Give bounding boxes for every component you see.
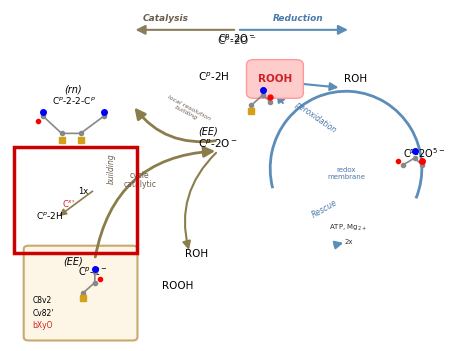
Text: local resolution
building: local resolution building [164,94,211,127]
Text: C$^p$-2$^-$: C$^p$-2$^-$ [78,266,107,278]
Text: Rescue: Rescue [310,198,339,220]
Text: ROOH: ROOH [258,74,292,84]
Text: 1x: 1x [78,187,88,196]
Text: peroxidation: peroxidation [293,100,337,135]
Text: building: building [107,153,116,184]
Text: ROH: ROH [185,250,208,259]
Text: (EE): (EE) [64,257,83,266]
Text: C$^p$-2-2-C$^p$: C$^p$-2-2-C$^p$ [52,94,95,106]
Text: ROOH: ROOH [162,281,193,291]
FancyBboxPatch shape [24,246,137,340]
Text: cycle: cycle [130,171,150,180]
Text: ATP, Mg$_{2+}$: ATP, Mg$_{2+}$ [329,223,367,233]
Text: bXyO: bXyO [32,321,53,330]
Text: C$^p$-2O$^-$: C$^p$-2O$^-$ [198,138,238,150]
Text: (EE): (EE) [199,127,219,137]
Text: Cv82': Cv82' [32,309,54,318]
Text: (rn): (rn) [64,85,82,94]
Text: C$^p$-2H: C$^p$-2H [36,210,64,221]
Text: Catalysis: Catalysis [143,14,189,23]
Text: ROH: ROH [344,74,367,84]
Text: C$^x$': C$^x$' [62,198,75,209]
Text: C$^p$-2H: C$^p$-2H [198,71,229,84]
Text: redox
membrane: redox membrane [327,167,365,180]
Text: catalytic: catalytic [123,180,156,189]
Bar [14,147,137,253]
Text: C8v2: C8v2 [32,296,52,305]
Text: C$^p$-2O$^-$: C$^p$-2O$^-$ [217,35,257,47]
Text: C$^p$-2O$^5$$^-$: C$^p$-2O$^5$$^-$ [403,146,445,160]
Text: 2x: 2x [344,239,353,245]
FancyBboxPatch shape [246,60,303,98]
Text: Reduction: Reduction [273,14,324,23]
Text: C$^p$-2O$^-$: C$^p$-2O$^-$ [219,32,255,45]
